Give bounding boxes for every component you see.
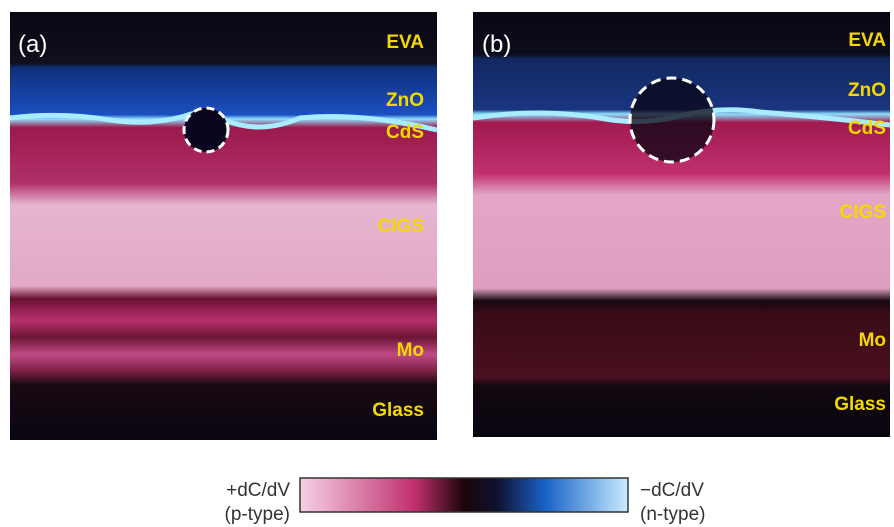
colorbar-label: (p-type) — [225, 504, 290, 525]
colorbar-label: −dC/dV — [640, 480, 704, 501]
layer-label: CIGS — [840, 202, 886, 223]
colorbar — [300, 478, 628, 512]
panel-a-image — [10, 12, 437, 440]
layer-label: ZnO — [386, 90, 424, 111]
panel-b-image — [473, 12, 890, 437]
colorbar-label: (n-type) — [640, 504, 705, 525]
layer-label: EVA — [848, 30, 886, 51]
layer-label: Glass — [372, 400, 424, 421]
highlight-circle — [184, 108, 228, 152]
layer-label: ZnO — [848, 80, 886, 101]
colorbar-label: +dC/dV — [226, 480, 290, 501]
panel-label: (b) — [482, 31, 511, 58]
layer-label: Mo — [859, 330, 886, 351]
layer-label: Glass — [834, 394, 886, 415]
highlight-circle — [630, 78, 714, 162]
layer-label: Mo — [397, 340, 424, 361]
layer-label: CIGS — [378, 216, 424, 237]
layer-label: CdS — [848, 118, 886, 139]
layer-label: EVA — [386, 32, 424, 53]
figure: (a) EVA ZnO CdS CIGS Mo Glass (b) EVA Zn… — [0, 0, 894, 527]
layer-label: CdS — [386, 122, 424, 143]
panel-label: (a) — [18, 31, 47, 58]
